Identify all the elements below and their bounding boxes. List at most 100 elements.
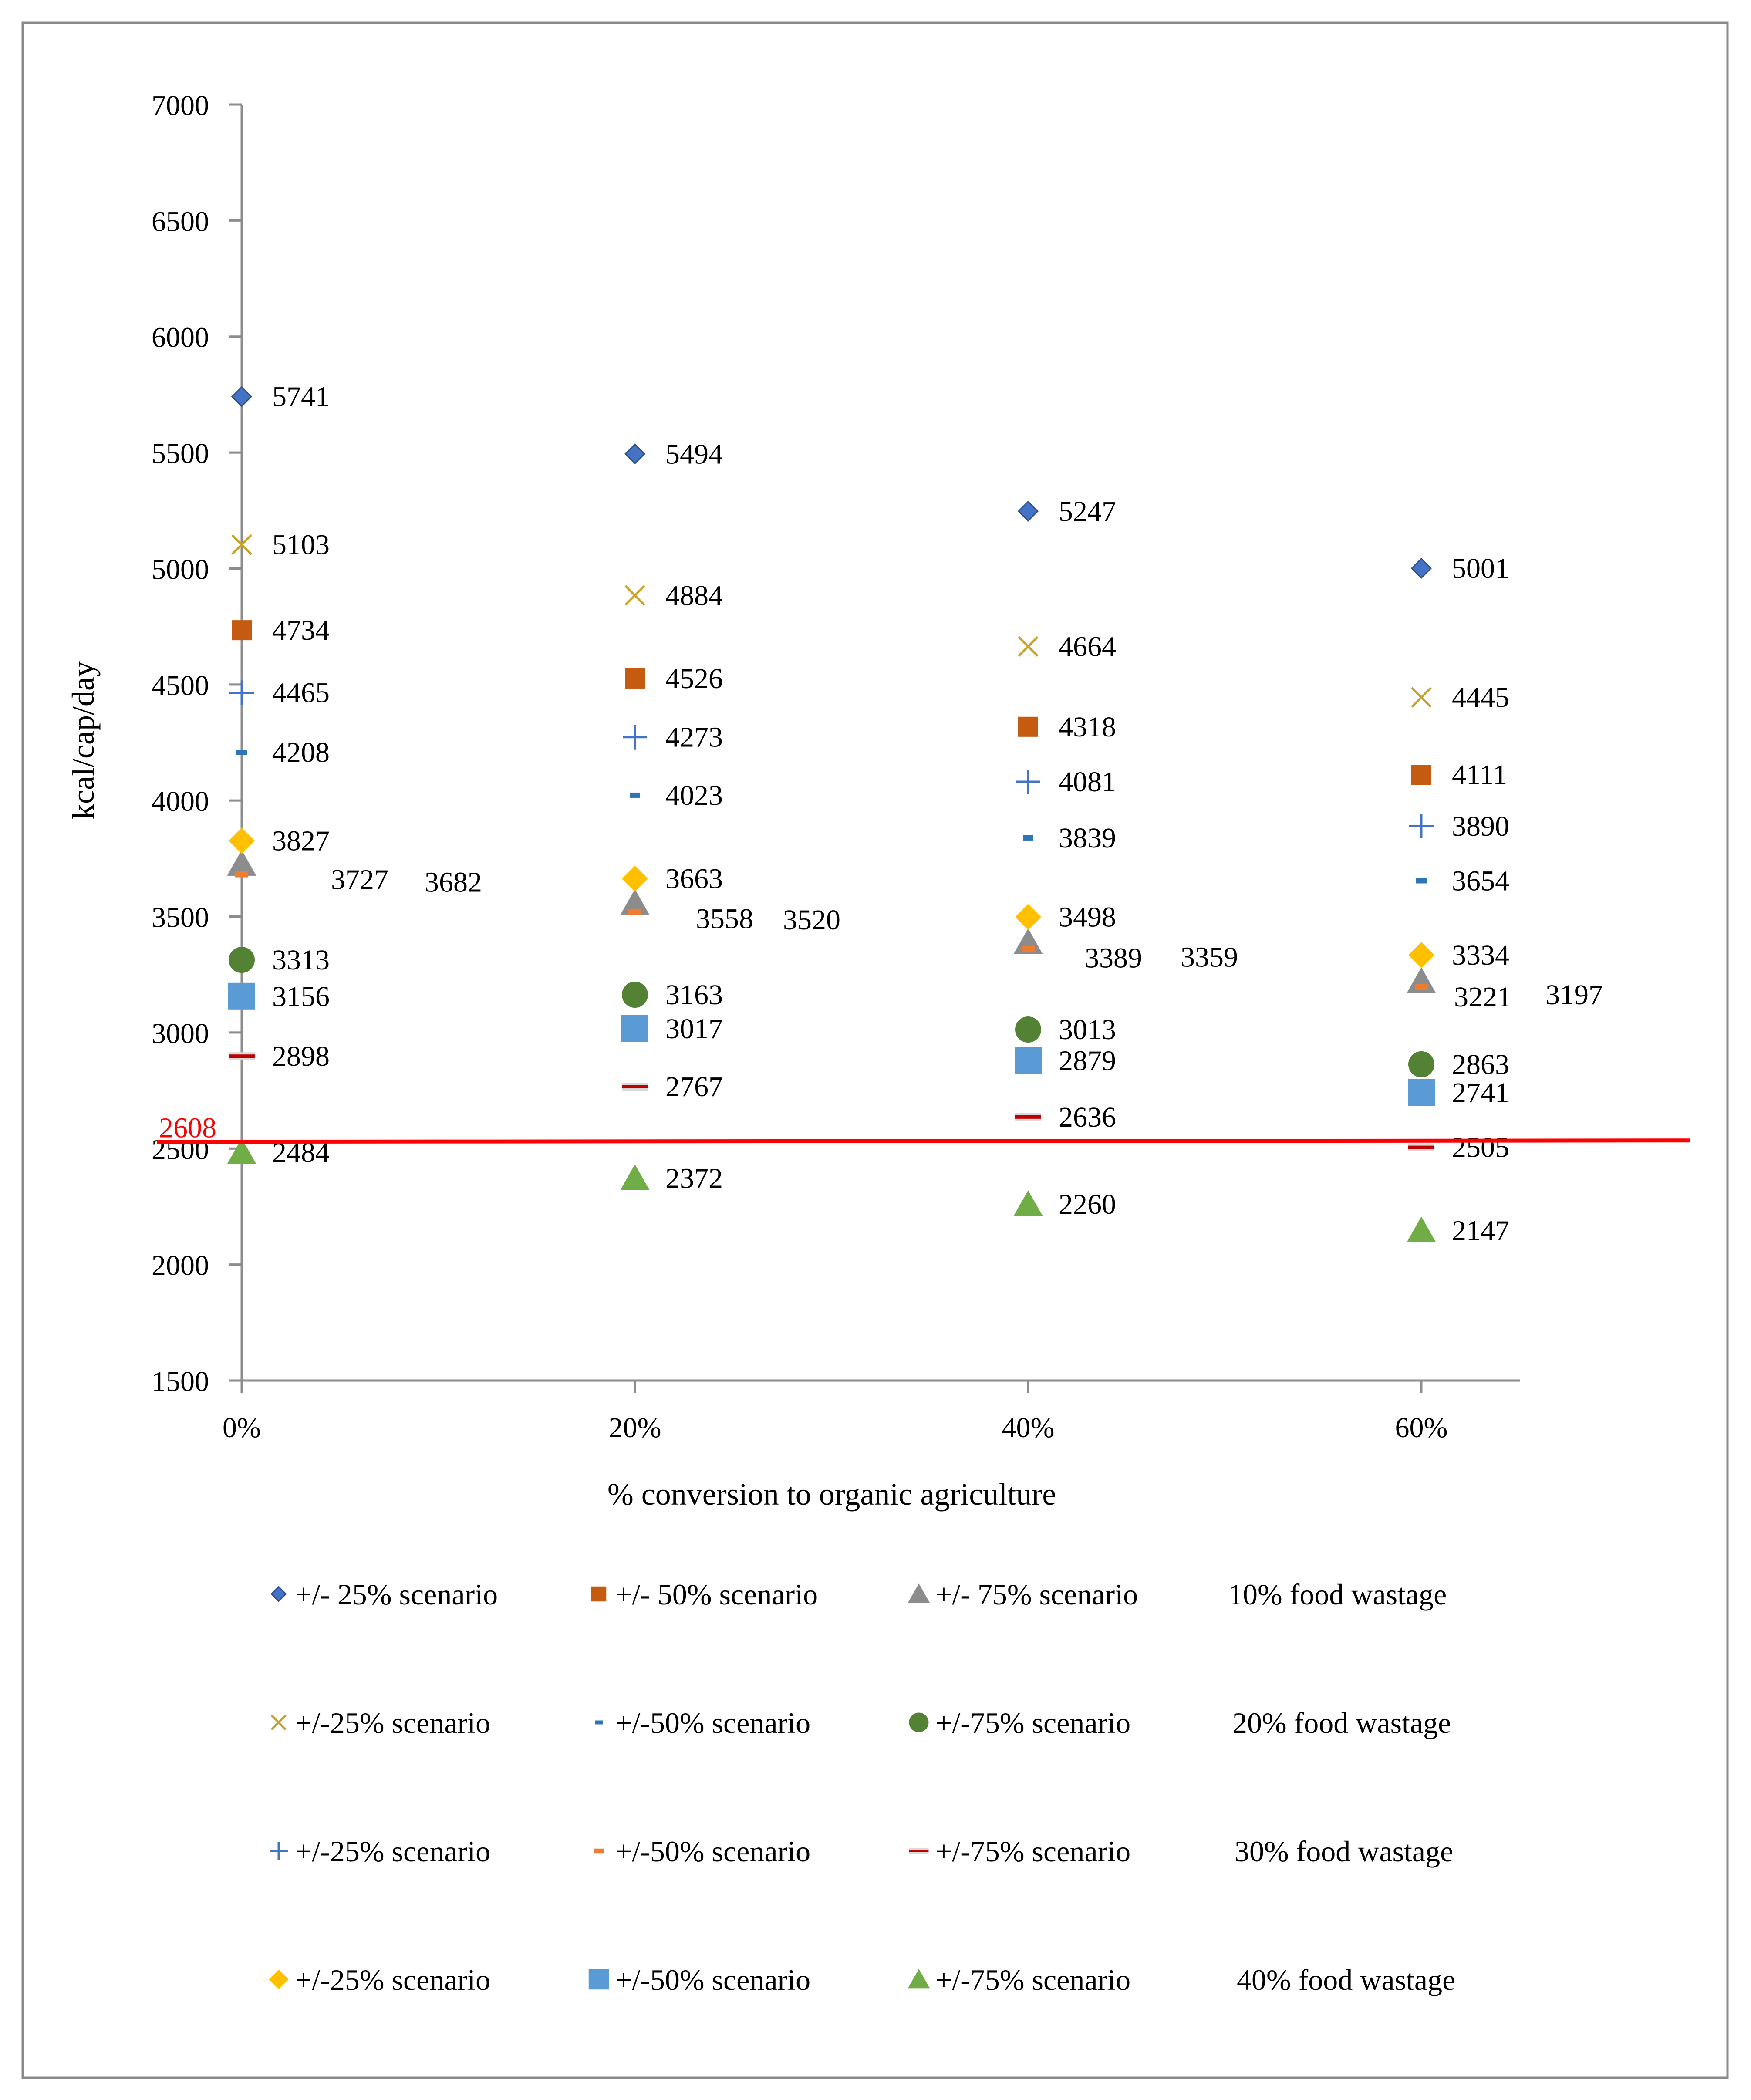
data-point (227, 850, 256, 876)
chart-legend: +/- 25% scenario +/- 50% scenario +/- 75% … (269, 1578, 1455, 1996)
data-label: 3334 (1452, 939, 1509, 971)
series-s10_75: 3727 3558 3389 3221 (227, 850, 1511, 1013)
data-point (1408, 1051, 1434, 1077)
data-label: 4023 (665, 780, 723, 811)
data-point (1015, 1047, 1042, 1074)
data-point (1015, 904, 1041, 930)
legend-label: +/- 50% scenario (615, 1578, 818, 1611)
legend-row: +/- 25% scenario +/- 50% scenario +/- 75% … (270, 1578, 1447, 1611)
data-label: 3827 (272, 825, 330, 857)
y-axis-label: kcal/cap/day (66, 661, 101, 820)
data-point (1411, 687, 1432, 708)
legend-marker (909, 1848, 929, 1854)
data-point (622, 982, 648, 1008)
data-point (1018, 716, 1038, 737)
x-tick-label: 0% (223, 1412, 261, 1444)
series-s40_25: 3827 3663 3498 3334 (229, 825, 1509, 971)
y-tick-label: 5000 (152, 554, 209, 585)
data-label: 2147 (1452, 1215, 1509, 1246)
series-s10_50: 4734 4526 4318 4111 (232, 614, 1507, 791)
data-label: 4273 (665, 722, 723, 753)
legend-label: +/-50% scenario (615, 1963, 810, 1996)
data-point (1416, 878, 1427, 884)
data-label: 3359 (1181, 942, 1238, 973)
data-label: 3313 (272, 944, 330, 976)
data-label: 4734 (272, 614, 330, 646)
data-point (231, 386, 253, 407)
data-point (630, 792, 640, 798)
y-tick-label: 6500 (152, 206, 209, 237)
legend-marker (908, 1583, 930, 1603)
data-point (628, 908, 641, 915)
y-tick-label: 4500 (152, 670, 209, 702)
data-label: 2863 (1452, 1049, 1509, 1080)
data-point (621, 1015, 648, 1042)
data-label: 4208 (272, 736, 330, 768)
y-tick-label: 4000 (152, 786, 209, 817)
data-label: 3389 (1085, 942, 1142, 974)
data-label: 3839 (1059, 822, 1116, 854)
data-label: 3498 (1059, 901, 1116, 933)
figure-border (21, 21, 1729, 2079)
y-tick-label: 3500 (152, 902, 209, 934)
data-label: 4111 (1452, 759, 1507, 791)
x-tick-label: 20% (609, 1412, 661, 1444)
data-point (1411, 765, 1431, 785)
data-label: 4318 (1059, 711, 1116, 743)
data-label: 2898 (272, 1040, 330, 1072)
legend-group-label: 20% food wastage (1232, 1706, 1451, 1739)
data-point (625, 668, 645, 689)
data-label: 3663 (665, 863, 723, 895)
data-label: 3156 (272, 981, 330, 1013)
data-point (229, 1052, 255, 1060)
y-tick-label: 2500 (152, 1134, 209, 1165)
data-label: 3890 (1452, 810, 1509, 842)
legend-marker (588, 1969, 609, 1990)
data-label: 3654 (1452, 865, 1509, 897)
data-label: 3013 (1059, 1014, 1116, 1046)
data-label: 2372 (665, 1162, 723, 1194)
data-point (1013, 928, 1043, 954)
data-point (1410, 557, 1432, 579)
data-point (1408, 942, 1434, 968)
data-point (622, 865, 648, 892)
legend-marker (270, 1714, 287, 1731)
legend-marker (270, 1842, 288, 1860)
data-label: 2636 (1059, 1101, 1116, 1133)
data-label: 2505 (1452, 1132, 1509, 1164)
y-tick-label: 7000 (152, 90, 209, 122)
data-label: 3163 (665, 979, 723, 1011)
legend-row: +/-25% scenario +/-50% scenario +/-75% sce… (269, 1963, 1455, 1996)
data-label: 3727 (331, 864, 388, 896)
legend-label: +/- 75% scenario (935, 1578, 1138, 1611)
y-tick-label: 6000 (152, 322, 209, 354)
data-point (1022, 946, 1035, 952)
data-point (229, 947, 255, 973)
data-label: 3682 (425, 867, 482, 898)
data-point (1017, 500, 1039, 522)
chart-axes: 1500 2000 2500 3000 3500 4000 4500 5000 5500 6000… (66, 90, 1520, 1512)
data-point (235, 871, 248, 878)
data-label: 3558 (696, 903, 753, 935)
data-point (1016, 770, 1040, 794)
data-point (1407, 1216, 1436, 1242)
legend-marker (270, 1586, 287, 1602)
series-s30_50: 3682 3520 3359 3197 (235, 867, 1603, 1011)
data-point (1018, 636, 1039, 657)
data-label: 5103 (272, 529, 330, 561)
legend-label: +/- 25% scenario (295, 1578, 498, 1611)
legend-marker (595, 1720, 603, 1725)
data-point (620, 1164, 650, 1190)
series-s20_75: 3313 3163 3013 2863 (229, 944, 1509, 1080)
data-point (1013, 1190, 1043, 1216)
data-point (624, 443, 646, 465)
data-point (232, 620, 252, 641)
legend-label: +/-75% scenario (935, 1835, 1130, 1868)
y-tick-label: 1500 (152, 1366, 209, 1398)
data-point (1023, 835, 1033, 841)
legend-label: +/-50% scenario (615, 1835, 810, 1868)
data-label: 4526 (665, 663, 723, 695)
data-label: 2767 (665, 1071, 723, 1103)
